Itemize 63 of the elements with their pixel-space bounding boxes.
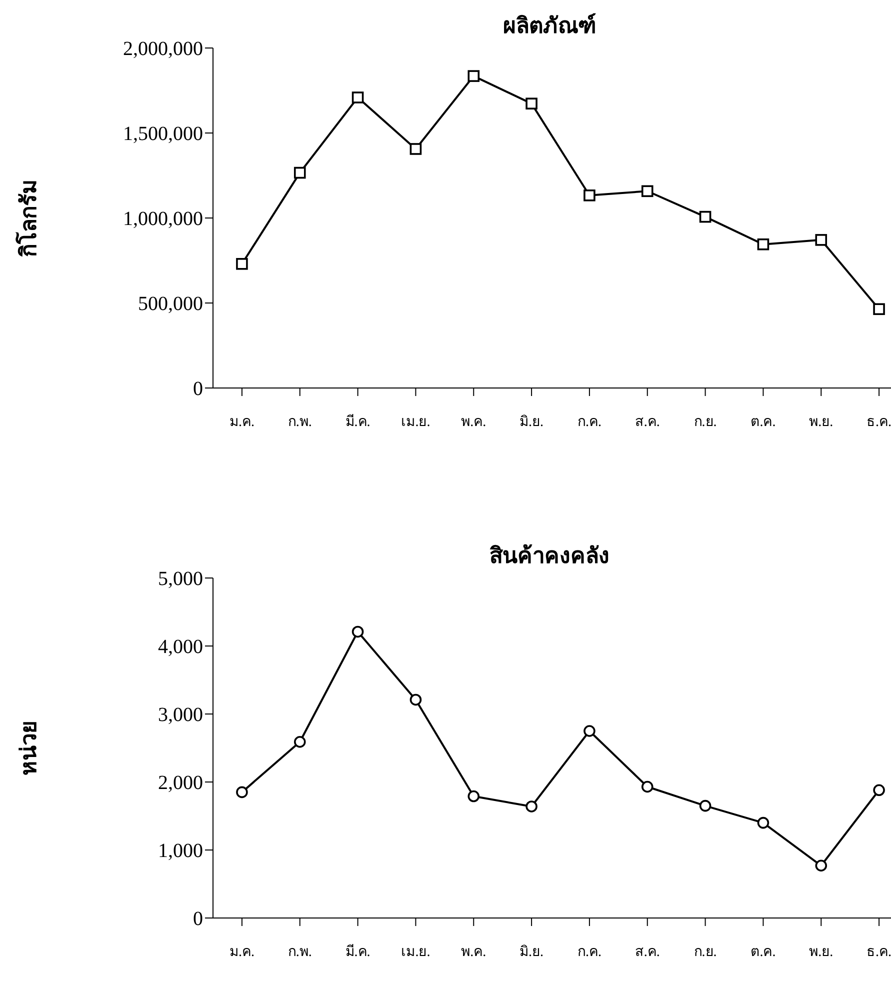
y-tick-label: 4,000 xyxy=(158,636,203,658)
point xyxy=(526,800,538,812)
chart-title: สินค้าคงคลัง xyxy=(488,542,610,568)
x-tick-label: เม.ย. xyxy=(401,944,430,960)
point xyxy=(699,800,712,812)
point xyxy=(410,143,422,155)
y-tick-label: 2,000 xyxy=(158,772,203,794)
x-tick-label: พ.ย. xyxy=(809,414,834,430)
y-tick-label: 0 xyxy=(193,908,203,930)
y-tick-label: 0 xyxy=(193,378,203,400)
point xyxy=(873,784,885,796)
x-tick-label: มิ.ย. xyxy=(520,944,544,960)
point xyxy=(294,166,306,179)
y-tick-label: 1,000 xyxy=(158,840,203,862)
x-tick-label: ส.ค. xyxy=(634,414,660,430)
x-tick-label: พ.ย. xyxy=(809,944,834,960)
point xyxy=(757,816,770,829)
x-tick-label: ธ.ค. xyxy=(866,944,891,960)
y-axis-title: หน่วย xyxy=(16,720,41,776)
point xyxy=(641,780,654,793)
x-tick-label: ม.ค. xyxy=(229,414,254,430)
point xyxy=(468,70,480,82)
y-axis-title: กิโลกรัม xyxy=(14,179,41,257)
x-tick-label: มี.ค. xyxy=(345,944,370,960)
point xyxy=(410,694,422,706)
x-tick-label: ต.ค. xyxy=(750,414,776,430)
x-tick-label: มี.ค. xyxy=(345,414,370,430)
y-tick-label: 1,000,000 xyxy=(123,208,203,230)
chart-title: ผลิตภัณฑ์ xyxy=(502,12,597,38)
y-tick-label: 2,000,000 xyxy=(123,38,203,60)
x-tick-label: ม.ค. xyxy=(229,944,254,960)
y-tick-label: 3,000 xyxy=(158,704,203,726)
point xyxy=(236,258,248,270)
x-tick-label: ก.ย. xyxy=(694,414,717,430)
point xyxy=(294,736,306,748)
x-tick-label: เม.ย. xyxy=(401,414,430,430)
y-tick-label: 500,000 xyxy=(138,293,203,316)
point xyxy=(815,234,828,246)
point xyxy=(641,185,654,198)
point xyxy=(236,786,248,798)
x-tick-label: พ.ค. xyxy=(461,944,486,960)
x-tick-label: ก.พ. xyxy=(288,414,312,430)
point xyxy=(468,790,480,802)
y-tick-label: 1,500,000 xyxy=(123,123,203,146)
point xyxy=(757,238,770,250)
point xyxy=(526,98,538,110)
point xyxy=(352,92,364,104)
x-tick-label: ส.ค. xyxy=(634,944,660,960)
x-tick-label: ก.พ. xyxy=(288,944,312,960)
point xyxy=(352,626,364,638)
x-tick-label: ก.ค. xyxy=(577,944,602,960)
x-tick-label: มิ.ย. xyxy=(520,414,544,430)
x-tick-label: ก.ย. xyxy=(694,944,717,960)
y-tick-label: 5,000 xyxy=(158,568,203,590)
x-tick-label: ก.ค. xyxy=(577,414,602,430)
point xyxy=(584,725,596,737)
point xyxy=(873,303,885,316)
x-tick-label: พ.ค. xyxy=(461,414,486,430)
x-tick-label: ธ.ค. xyxy=(866,414,891,430)
point xyxy=(584,189,596,202)
point xyxy=(815,860,828,872)
point xyxy=(699,210,712,223)
x-tick-label: ต.ค. xyxy=(750,944,776,960)
